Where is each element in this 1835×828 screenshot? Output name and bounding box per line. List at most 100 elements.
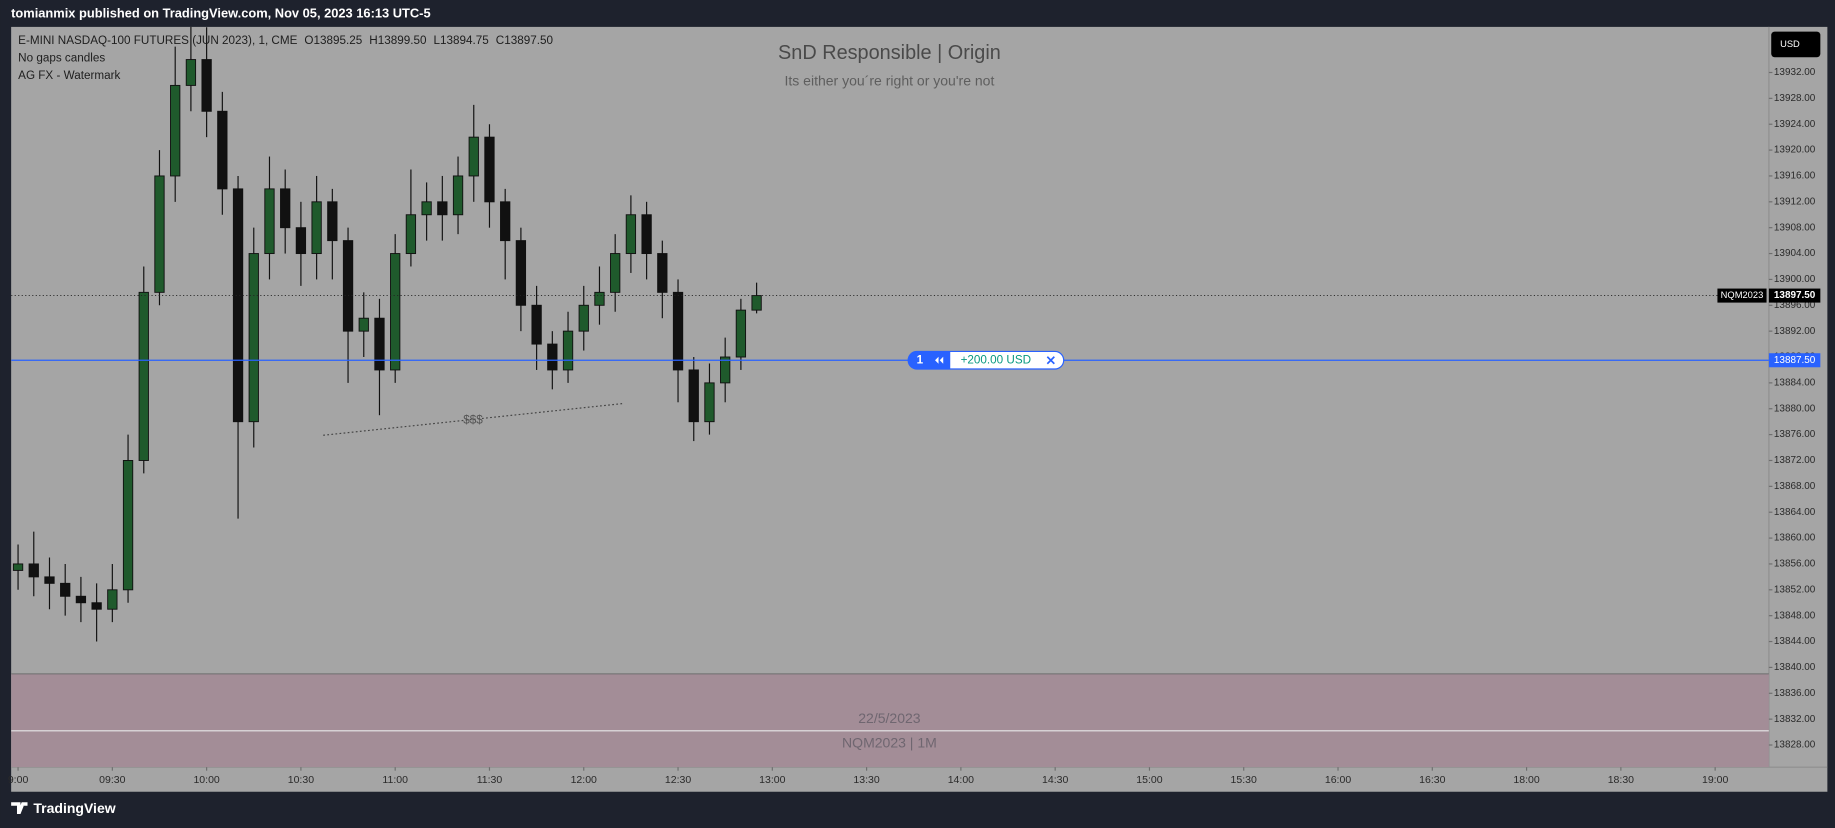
candle-body	[421, 201, 432, 216]
ohlc-value: H13899.50	[369, 34, 427, 47]
candle-body	[468, 136, 479, 177]
candle-body	[154, 175, 165, 293]
pill-left[interactable]	[908, 351, 951, 370]
candle-body	[264, 188, 275, 255]
candle-body	[641, 214, 652, 255]
pill-quantity[interactable]: 1	[917, 353, 924, 366]
x-tick-label: 16:30	[1419, 774, 1445, 786]
candle-body	[44, 576, 55, 584]
candle-body	[311, 201, 322, 255]
candle-body	[578, 304, 589, 332]
currency-button-label[interactable]: USD	[1780, 39, 1800, 49]
chart-area	[11, 26, 1828, 792]
currency-button-bg[interactable]	[1771, 31, 1821, 58]
ohlc-value: O13895.25	[304, 34, 362, 47]
y-tick-label: 13836.00	[1774, 688, 1816, 699]
y-tick-label: 13916.00	[1774, 171, 1816, 182]
x-tick-label: 09:30	[99, 774, 125, 786]
y-tick-label: 13904.00	[1774, 248, 1816, 259]
ohlc-value: C13897.50	[496, 34, 554, 47]
candle-body	[60, 582, 71, 597]
candle-body	[185, 59, 197, 86]
candle-body	[358, 317, 369, 332]
candle-body	[547, 343, 558, 371]
last-price-tag	[1768, 288, 1821, 303]
position-pill[interactable]: 1 +200.00 USD	[907, 350, 1065, 370]
symbol-name: E-MINI NASDAQ-100 FUTURES (JUN 2023), 1,…	[18, 34, 297, 47]
y-tick-label: 13912.00	[1774, 196, 1816, 207]
y-tick-label: 13844.00	[1774, 636, 1816, 647]
candle-body	[437, 201, 448, 216]
y-tick-label: 13864.00	[1774, 507, 1816, 518]
y-tick-label: 13860.00	[1774, 533, 1816, 544]
candle-body	[625, 214, 637, 255]
position-price-tag	[1768, 353, 1821, 368]
y-tick-label: 13832.00	[1774, 714, 1816, 725]
brand-name: TradingView	[33, 800, 115, 816]
plot: 22/5/2023 NQM2023 | 1M SnD Responsible | O…	[11, 26, 1769, 768]
x-tick-label: 13:30	[853, 774, 879, 786]
candle-body	[374, 317, 385, 371]
x-tick-label: 15:00	[1136, 774, 1162, 786]
zone	[11, 673, 1769, 768]
candle-body	[657, 253, 668, 293]
candle-body	[28, 563, 39, 578]
zone-sublabel: NQM2023 | 1M	[842, 734, 937, 750]
candle-body	[484, 136, 495, 203]
currency-button[interactable]: USD	[1771, 31, 1821, 58]
y-tick-label: 13848.00	[1774, 610, 1816, 621]
x-tick-label: 18:00	[1513, 774, 1539, 786]
candle-body	[201, 59, 212, 112]
pill-close[interactable]	[1046, 356, 1055, 365]
chart-title: SnD Responsible | Origin	[778, 42, 1001, 64]
chart-subtitle: Its either you´re right or you're not	[784, 73, 994, 89]
candle-body	[531, 304, 542, 345]
candle-body	[704, 382, 715, 423]
candle-body	[280, 188, 291, 229]
y-tick-label: 13924.00	[1774, 119, 1816, 130]
pill-pnl[interactable]: +200.00 USD	[961, 353, 1032, 366]
candle-body	[170, 84, 181, 177]
zone-label: 22/5/2023	[858, 710, 921, 726]
x-tick-label: 14:30	[1042, 774, 1068, 786]
candle-body	[75, 595, 87, 604]
y-tick-label: 13872.00	[1774, 455, 1816, 466]
y-tick-label: 13932.00	[1774, 67, 1816, 78]
brand-icon	[11, 802, 28, 814]
candle-body	[562, 330, 574, 371]
candle-body	[248, 253, 259, 423]
y-tick-label: 13856.00	[1774, 559, 1816, 570]
x-tick-label: 14:00	[948, 774, 974, 786]
x-tick-label: 9:00	[8, 774, 29, 786]
trendline-label: $$$	[463, 414, 483, 427]
candle-body	[452, 175, 464, 216]
candle-body	[138, 291, 149, 461]
candle-body	[390, 253, 401, 371]
x-tick-label: 10:00	[193, 774, 219, 786]
candle-body	[107, 589, 118, 610]
x-tick-label: 11:00	[382, 774, 408, 786]
candle-body	[735, 309, 747, 358]
candle-body	[342, 240, 354, 332]
y-tick-label: 13852.00	[1774, 584, 1816, 595]
y-tick-label: 13900.00	[1774, 274, 1816, 285]
y-tick-label: 13880.00	[1774, 403, 1816, 414]
candle-body	[217, 110, 228, 190]
x-tick-label: 11:30	[477, 774, 503, 786]
x-tick-label: 10:30	[288, 774, 314, 786]
position-price-label: 13887.50	[1774, 355, 1816, 366]
y-tick-label: 13896.00	[1774, 300, 1816, 311]
candle-body	[515, 240, 527, 306]
trendline	[323, 402, 623, 436]
y-tick-label: 13868.00	[1774, 481, 1816, 492]
ohlc-value: L13894.75	[434, 34, 490, 47]
candle-body	[720, 356, 731, 384]
indicator-name: AG FX - Watermark	[18, 69, 120, 82]
pill-reverse-icon[interactable]	[935, 356, 944, 364]
y-tick-label: 13908.00	[1774, 222, 1816, 233]
x-tick-label: 18:30	[1608, 774, 1634, 786]
y-tick-label: 13884.00	[1774, 378, 1816, 389]
candle-body	[610, 253, 621, 293]
x-tick-label: 15:30	[1231, 774, 1257, 786]
